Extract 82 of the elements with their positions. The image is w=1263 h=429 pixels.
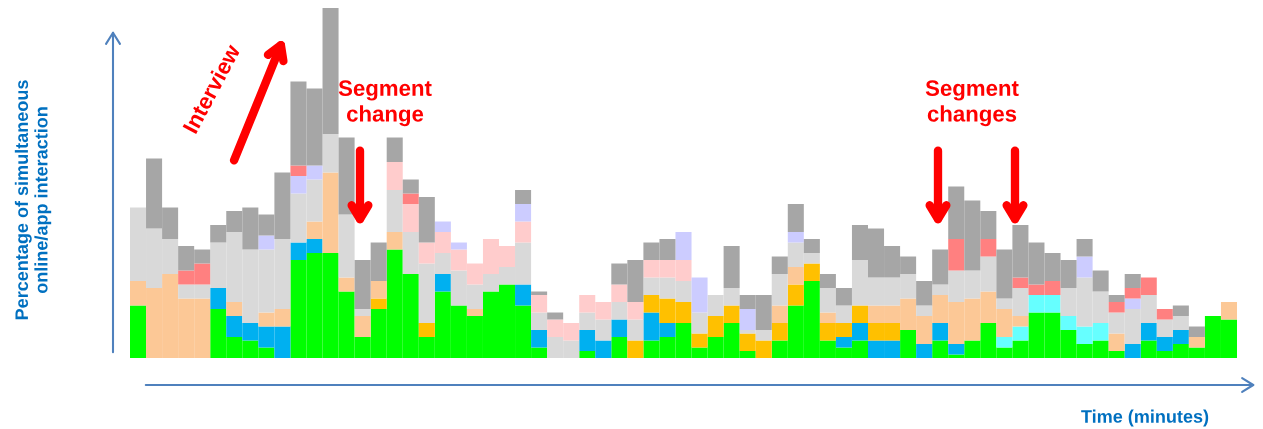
bar (386, 137, 403, 162)
bar (1108, 302, 1125, 313)
annotation: Segment change (338, 80, 432, 127)
bar (1188, 337, 1205, 348)
bar (1108, 333, 1125, 351)
bar (1108, 295, 1125, 302)
bar (932, 323, 949, 341)
bar (354, 309, 371, 316)
bar (611, 302, 628, 320)
bar (515, 204, 532, 222)
bar (787, 267, 804, 285)
bar (771, 305, 788, 323)
bar (803, 263, 820, 281)
bar (948, 239, 965, 271)
bar (1076, 239, 1093, 257)
bar (916, 344, 933, 358)
bar (835, 288, 852, 306)
bar (627, 319, 644, 341)
bar (386, 190, 403, 232)
bar (1172, 305, 1189, 316)
bar (579, 351, 596, 358)
annotation: Segment changes (925, 80, 1019, 127)
bar (531, 312, 548, 330)
bar (290, 165, 307, 176)
bar (739, 309, 756, 330)
bar (338, 214, 355, 278)
bar (531, 330, 548, 348)
bar (948, 344, 965, 355)
bar (675, 232, 692, 260)
bar (531, 295, 548, 313)
bar (980, 239, 997, 257)
bar (851, 305, 868, 323)
bar (611, 319, 628, 337)
bar (515, 284, 532, 306)
bar (771, 256, 788, 274)
y-axis-title: Percentage of simultaneous online/app interaction (14, 80, 52, 320)
bar (787, 284, 804, 306)
bar (771, 274, 788, 306)
bar (402, 179, 419, 194)
bar (1124, 344, 1141, 358)
bar (386, 162, 403, 190)
bar (322, 134, 339, 173)
bar (370, 281, 387, 299)
bar (1188, 326, 1205, 337)
bar (386, 232, 403, 250)
bar (466, 309, 483, 316)
bar (1124, 298, 1141, 309)
bar (515, 221, 532, 243)
bar (402, 193, 419, 204)
bar (338, 277, 355, 292)
bar (691, 277, 708, 313)
bar (434, 274, 451, 292)
bar (1156, 309, 1173, 320)
bar (900, 330, 917, 358)
bar (418, 197, 435, 243)
bar (723, 246, 740, 288)
bar (627, 340, 644, 358)
bar (771, 323, 788, 341)
bar (627, 302, 644, 320)
bar (210, 288, 227, 309)
bar (916, 305, 933, 316)
bar (515, 190, 532, 204)
bar (130, 305, 147, 358)
bar (1076, 256, 1093, 278)
bar (819, 312, 836, 323)
bar (1092, 270, 1109, 292)
bar (370, 298, 387, 309)
bar (226, 302, 243, 316)
bar (434, 221, 451, 232)
bar (402, 204, 419, 232)
bar (611, 284, 628, 302)
bar (418, 323, 435, 337)
bar (787, 232, 804, 243)
x-axis-title: Time (minutes) (1081, 409, 1209, 427)
bar (1220, 302, 1237, 320)
bar (258, 235, 275, 250)
bar (354, 316, 371, 337)
bar (803, 239, 820, 253)
bar (819, 274, 836, 288)
bar (1124, 274, 1141, 288)
bar (787, 204, 804, 232)
bar (611, 337, 628, 358)
